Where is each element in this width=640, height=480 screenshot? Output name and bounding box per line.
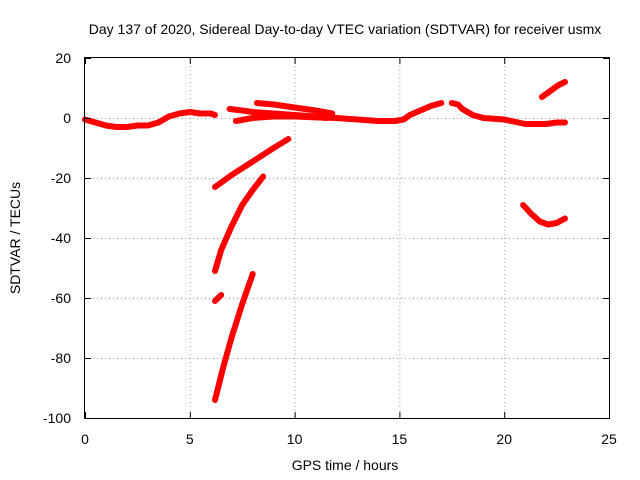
y-tick-label: 20 [55, 50, 71, 66]
series-arc-1 [82, 109, 218, 130]
y-axis-label: SDTVAR / TECUs [7, 182, 23, 294]
y-tick-label: 0 [63, 110, 71, 126]
plot-frame [84, 57, 610, 419]
series-layer [82, 79, 568, 403]
grid-layer [85, 58, 609, 418]
series-arc-6 [538, 79, 568, 100]
x-tick-label: 25 [601, 431, 617, 447]
x-tick-label: 10 [287, 431, 303, 447]
x-tick-label: 20 [496, 431, 512, 447]
chart-title: Day 137 of 2020, Sidereal Day-to-day VTE… [89, 21, 602, 37]
x-tick-label: 5 [186, 431, 194, 447]
tick-layer: 0 5 10 15 20 25 -100 -80 -60 -40 -20 0 20 [43, 50, 617, 447]
x-tick-label: 15 [392, 431, 408, 447]
series-arc-10 [212, 271, 256, 403]
series-arc-7 [212, 136, 292, 190]
y-tick-label: -40 [51, 230, 71, 246]
series-arc-3 [232, 100, 445, 124]
series-arc-9 [212, 292, 225, 304]
series-arc-5 [448, 100, 568, 127]
y-tick-label: -20 [51, 170, 71, 186]
y-tick-label: -80 [51, 350, 71, 366]
series-arc-8 [212, 173, 267, 274]
series-arc-11 [520, 202, 568, 228]
y-tick-label: -100 [43, 410, 71, 426]
x-tick-label: 0 [81, 431, 89, 447]
series-arc-4 [253, 100, 336, 117]
y-tick-label: -60 [51, 290, 71, 306]
x-axis-label: GPS time / hours [292, 457, 399, 473]
